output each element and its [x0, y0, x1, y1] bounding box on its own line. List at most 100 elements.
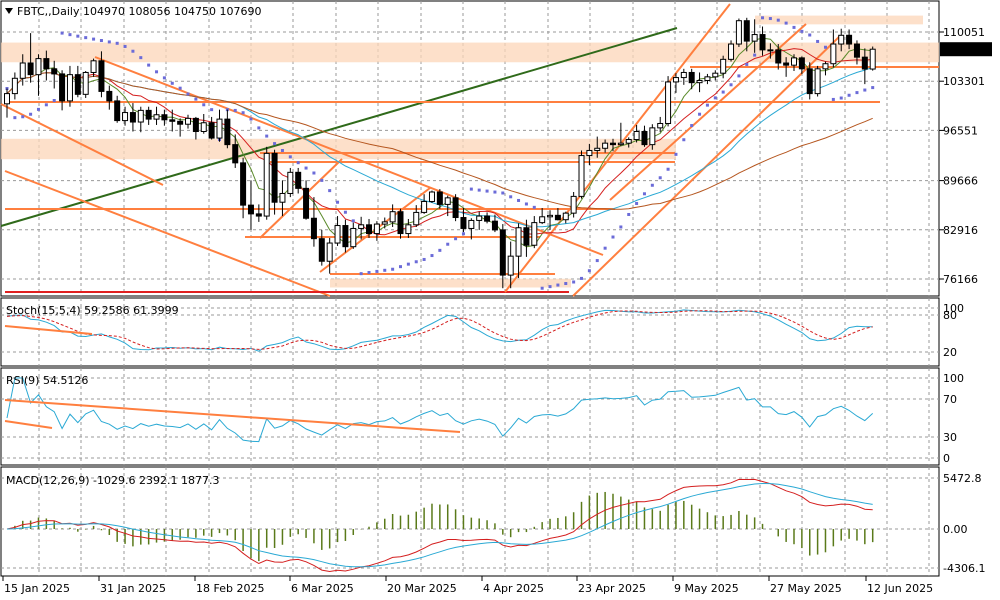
sar-dot [847, 93, 851, 97]
candle-body [11, 77, 18, 95]
candle-body [247, 204, 254, 215]
sar-dot [721, 90, 725, 94]
candle-body [19, 62, 26, 79]
rsi-trendline [4, 399, 461, 433]
trendline [609, 23, 807, 201]
price-axis: 110051 103301 96551 89666 82916 76166 107690 10… [939, 26, 992, 575]
macd-pane[interactable]: MACD(12,26,9) -1029.6 2392.1 1877.3 [0, 466, 940, 577]
sar-dot [155, 70, 159, 74]
candle-body [145, 109, 152, 120]
candle-body [617, 142, 624, 146]
sar-dot [524, 202, 528, 206]
sar-dot [194, 97, 198, 101]
candle-body [798, 57, 805, 70]
candle-body [421, 200, 428, 213]
candle-body [35, 58, 42, 76]
candle-body [602, 142, 609, 149]
sar-dot [532, 205, 536, 209]
sar-dot [729, 83, 733, 87]
candle-body [318, 238, 325, 262]
candle-body [66, 74, 73, 102]
candle-body [192, 117, 199, 133]
candle-body [570, 195, 577, 214]
candle-body [507, 255, 514, 276]
candle-body [240, 162, 247, 206]
zone-band [1, 138, 676, 160]
sar-dot [351, 219, 355, 223]
candle-body [436, 191, 443, 205]
candle-body [861, 56, 868, 70]
candle-body [169, 119, 176, 122]
candle-body [484, 215, 491, 222]
sar-dot [493, 190, 497, 194]
sar-dot [682, 138, 686, 142]
candle-body [704, 76, 711, 81]
sar-dot [178, 86, 182, 90]
sar-dot [430, 254, 434, 258]
price-pane[interactable]: FBTC,,Daily 104970 108056 104750 107690 [0, 0, 940, 297]
candle-body [562, 212, 569, 221]
sar-dot [792, 25, 796, 29]
candle-body [428, 191, 435, 202]
sar-dot [816, 39, 820, 43]
sar-dot [839, 96, 843, 100]
sar-dot [241, 111, 245, 115]
rsi-label: RSI(9) 54.5126 [6, 374, 88, 387]
sar-dot [461, 232, 465, 236]
pane-collapse-icon[interactable] [5, 8, 13, 14]
indicator-level-label: 5472.8 [943, 472, 982, 485]
date-axis: 15 Jan 2025 31 Jan 2025 18 Feb 2025 6 Mar 2… [2, 576, 933, 595]
resistance-zones [1, 15, 939, 288]
sar-dot [698, 112, 702, 116]
candle-body [303, 187, 310, 219]
sar-dot [469, 187, 473, 191]
candle-body [389, 211, 396, 223]
candle-body [814, 68, 821, 95]
candle-body [287, 171, 294, 194]
candle-body [712, 72, 719, 78]
sar-dot [99, 39, 103, 43]
sar-dot [383, 268, 387, 272]
macd-signal-line [6, 482, 873, 568]
sar-dot [540, 286, 544, 290]
sar-dot [115, 41, 119, 45]
candle-body [735, 20, 742, 45]
candle-body [743, 20, 750, 42]
sar-dot [737, 74, 741, 78]
sar-dot [784, 21, 788, 25]
sar-dot [823, 45, 827, 49]
candle-body [680, 71, 687, 79]
sar-dot [359, 272, 363, 276]
sar-dot [501, 191, 505, 195]
sar-dot [446, 242, 450, 246]
date-label: 9 May 2025 [674, 582, 739, 595]
candle-body [665, 81, 672, 124]
candle-body [413, 211, 420, 226]
stochastic-pane[interactable]: Stoch(15,5,4) 59.2586 61.3999 [0, 297, 940, 367]
candle-body [838, 34, 845, 45]
sar-dot [84, 36, 88, 40]
candle-body [515, 227, 522, 257]
candle-body [806, 68, 813, 95]
sar-dot [52, 99, 56, 103]
candle-body [633, 131, 640, 141]
date-label: 27 May 2025 [770, 582, 842, 595]
rsi-pane[interactable]: RSI(9) 54.5126 [0, 367, 940, 466]
price-tick-label: 89666 [943, 175, 978, 188]
indicator-level-label: 20 [943, 346, 957, 359]
sar-dot [477, 188, 481, 192]
candle-body [208, 122, 215, 139]
sar-dot [147, 63, 151, 67]
candle-body [696, 79, 703, 84]
candle-body [499, 229, 506, 276]
sar-dot [328, 189, 332, 193]
date-label: 31 Jan 2025 [100, 582, 166, 595]
rsi-line [6, 377, 874, 443]
candle-body [334, 225, 341, 244]
indicator-level-label: 100 [943, 372, 964, 385]
sar-dot [312, 171, 316, 175]
sar-dot [304, 166, 308, 170]
candle-body [578, 155, 585, 197]
candle-body [688, 71, 695, 84]
sar-dot [603, 246, 607, 250]
